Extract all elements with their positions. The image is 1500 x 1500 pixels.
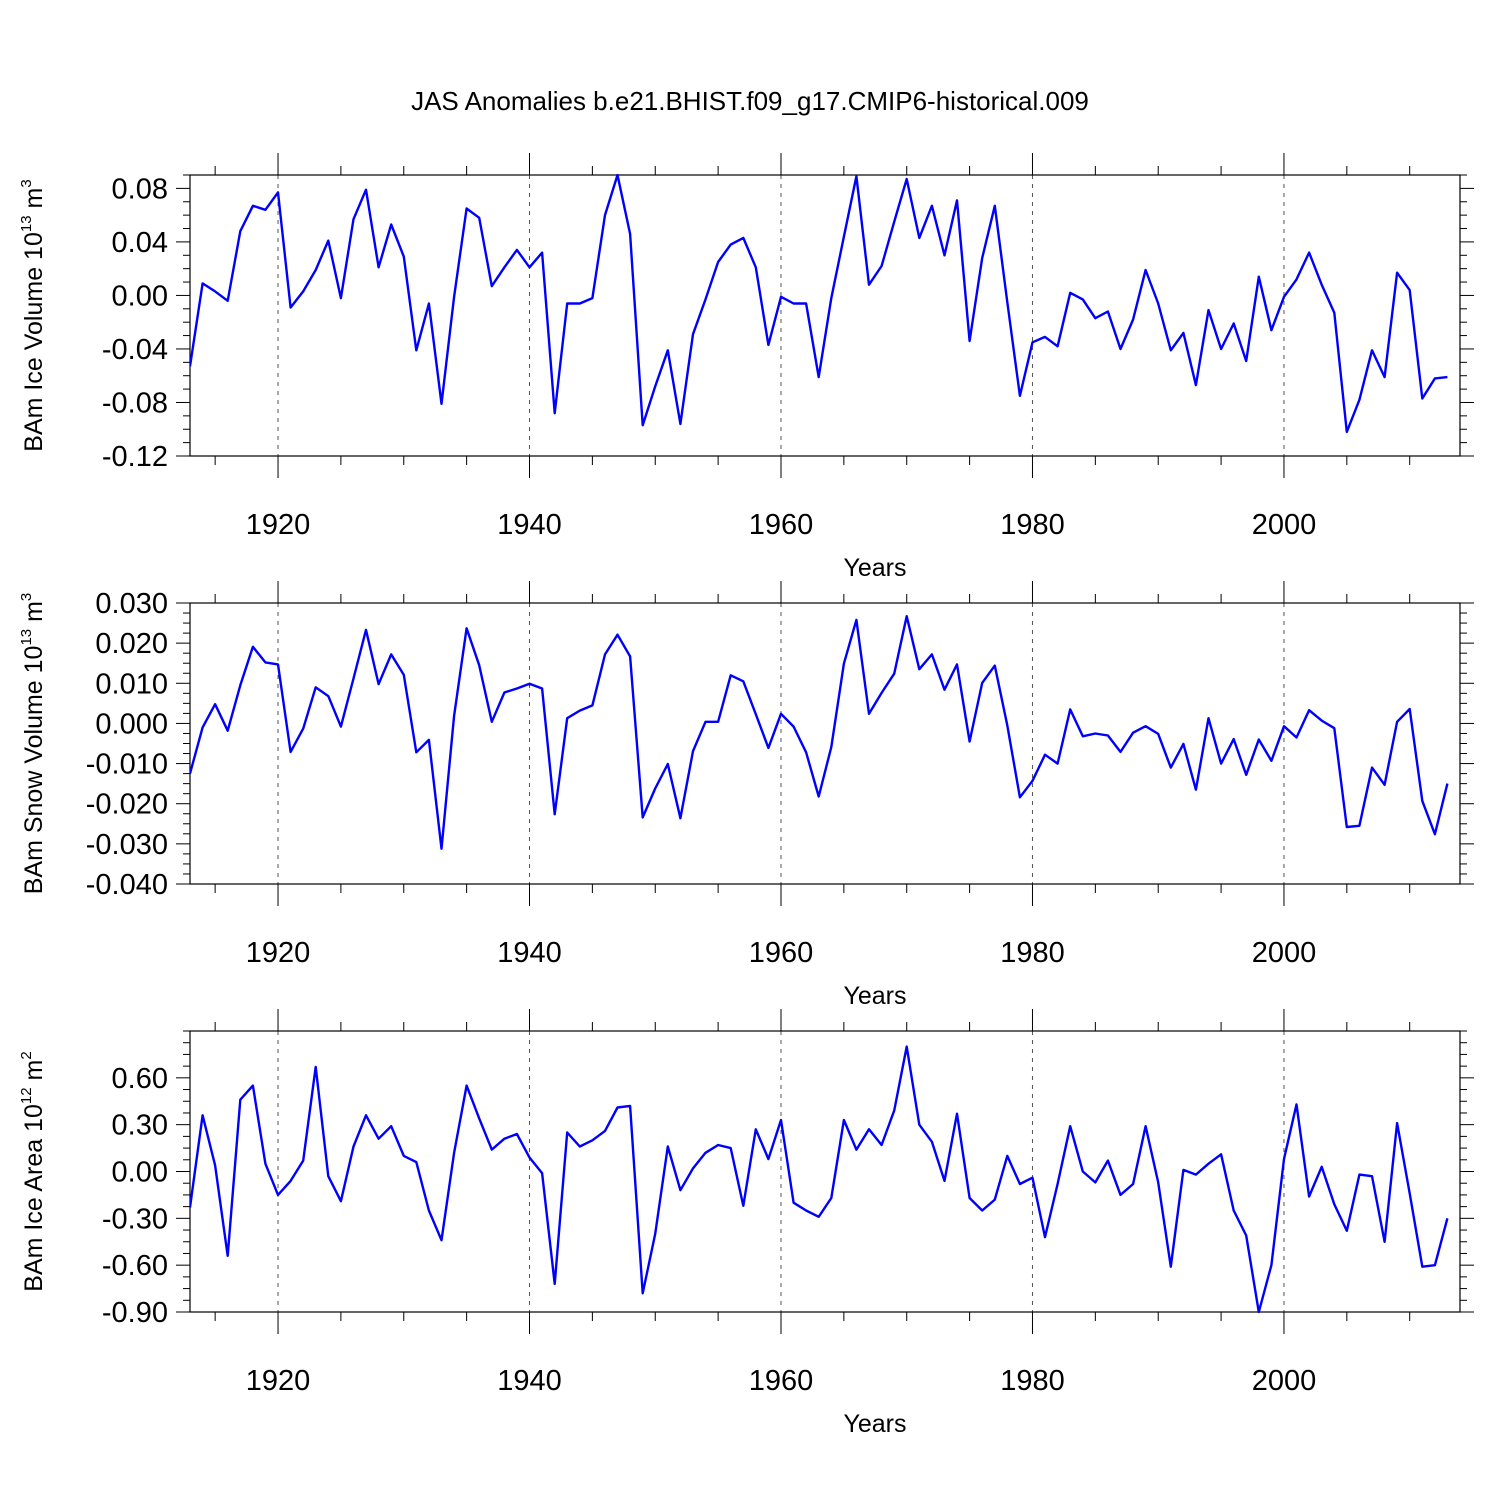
y-axis-title-unit-exponent: 2: [18, 1051, 35, 1059]
y-tick-label: 0.030: [95, 588, 168, 620]
chart-panel-ice-area: 1920 1940 1960 1980 2000 -0.90 -0.60 -0.30 0.00 0…: [18, 1009, 1474, 1438]
y-axis-title: BAm Snow Volume 1013 m3: [18, 593, 48, 895]
y-tick-label: 0.020: [95, 628, 168, 660]
y-axis-title: BAm Ice Area 1012 m2: [18, 1051, 48, 1291]
y-axis-title-exponent: 13: [18, 629, 35, 646]
y-tick-label: 0.30: [112, 1110, 168, 1142]
series-line-snow-volume: [190, 615, 1449, 850]
x-axis-title: Years: [843, 554, 906, 582]
y-tick-label: 0.04: [112, 227, 168, 259]
series-line-ice-area: [190, 1045, 1449, 1313]
y-tick-label: 0.00: [112, 1157, 168, 1189]
x-axis-title: Years: [843, 1410, 906, 1438]
y-tick-label: 0.000: [95, 708, 168, 740]
y-tick-label: 0.60: [112, 1063, 168, 1095]
y-tick-label: 0.010: [95, 668, 168, 700]
panels: 1920 1940 1960 1980 2000-0.12-0.08-0.040.000…: [18, 153, 1474, 1438]
x-tick-label: 2000: [1252, 1365, 1317, 1397]
y-axis-title-exponent: 13: [18, 215, 35, 232]
y-axis-title-unit: m: [20, 188, 48, 216]
plot-frame: [189, 1030, 1461, 1313]
y-axis-title-text: BAm Ice Area 10: [20, 1104, 48, 1292]
y-tick-label: -0.90: [102, 1297, 168, 1329]
y-tick-label: -0.040: [86, 869, 168, 901]
y-tick-label: -0.08: [102, 387, 168, 419]
x-axis-title: Years: [843, 982, 906, 1010]
x-tick-label: 1980: [1000, 1365, 1065, 1397]
x-tick-label: 1920: [246, 509, 311, 541]
y-axis-title: BAm Ice Volume 1013 m3: [18, 179, 48, 451]
y-tick-label: -0.010: [86, 749, 168, 781]
y-axis-title-exponent: 12: [18, 1087, 35, 1104]
x-tick-label: 1920: [246, 937, 311, 969]
y-tick-label: -0.020: [86, 789, 168, 821]
y-tick-label: 0.08: [112, 173, 168, 205]
y-axis-title-unit: m: [20, 1060, 48, 1088]
x-tick-label: 1960: [749, 509, 814, 541]
chart-panel-snow-volume: 1920 1940 1960 1980 2000 -0.040 -0.030 -0.020 -0…: [18, 581, 1474, 1010]
y-tick-label: -0.60: [102, 1250, 168, 1282]
y-axis-title-unit-exponent: 3: [18, 179, 35, 187]
x-tick-label: 1920: [246, 1365, 311, 1397]
y-axis-title-text: BAm Snow Volume 10: [20, 646, 48, 895]
x-tick-label: 2000: [1252, 937, 1317, 969]
y-tick-label: -0.30: [102, 1203, 168, 1235]
figure-title: JAS Anomalies b.e21.BHIST.f09_g17.CMIP6-…: [411, 86, 1089, 116]
plot-frame: [189, 602, 1461, 885]
x-tick-label: 1960: [749, 937, 814, 969]
y-tick-label: -0.12: [102, 441, 168, 473]
plot-frame: [189, 174, 1461, 457]
y-tick-label: -0.030: [86, 829, 168, 861]
x-tick-label: 1960: [749, 1365, 814, 1397]
x-tick-label: 1940: [497, 1365, 562, 1397]
y-axis-title-unit-exponent: 3: [18, 593, 35, 601]
x-tick-label: 1980: [1000, 509, 1065, 541]
x-tick-label: 1980: [1000, 937, 1065, 969]
y-axis-title-text: BAm Ice Volume 10: [20, 232, 48, 452]
chart-panel-ice-volume: 1920 1940 1960 1980 2000 -0.12 -0.08 -0.04 0.00 0…: [18, 153, 1474, 582]
y-axis-title-unit: m: [20, 601, 48, 629]
y-tick-label: -0.04: [102, 334, 168, 366]
x-tick-label: 1940: [497, 509, 562, 541]
x-tick-label: 2000: [1252, 509, 1317, 541]
x-tick-label: 1940: [497, 937, 562, 969]
y-tick-label: 0.00: [112, 280, 168, 312]
series-line-ice-volume: [190, 174, 1448, 434]
